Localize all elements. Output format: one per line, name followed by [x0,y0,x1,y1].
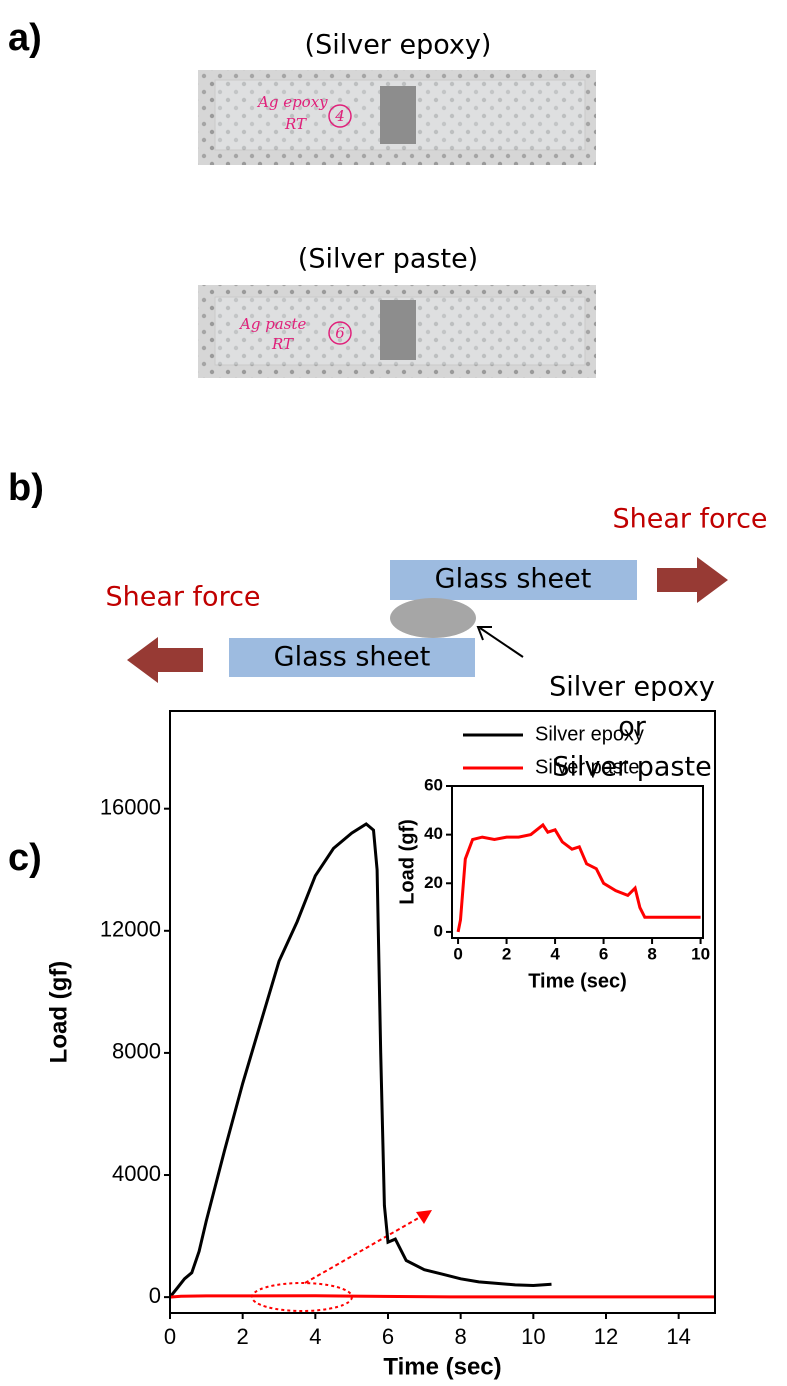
photo: Ag paste RT 6 [198,285,596,378]
handwriting: Ag paste [238,315,306,333]
x-tick-label: 10 [521,1324,545,1349]
x-tick-label: 0 [164,1324,176,1349]
annotation-arrow [305,1216,422,1283]
x-tick-label: 2 [237,1324,249,1349]
x-axis-title: Time (sec) [528,970,627,992]
force-label: Shear force [612,504,767,535]
handwriting: RT [271,335,294,353]
y-tick-label: 60 [424,775,443,794]
handwriting: 4 [334,107,345,125]
x-tick-label: 10 [691,944,710,963]
panel-label: b) [8,467,44,509]
annotation-arrow [416,1210,432,1224]
x-tick-label: 4 [550,944,560,963]
photo-caption: (Silver paste) [298,244,478,275]
photo-caption: (Silver epoxy) [305,30,492,61]
adhesive-label: Silver epoxy [549,672,715,703]
x-tick-label: 4 [309,1324,321,1349]
series-line [170,1296,715,1297]
y-tick-label: 4000 [112,1161,161,1186]
pointer [480,628,523,657]
force-arrow [127,637,203,683]
x-tick-label: 8 [647,944,656,963]
y-tick-label: 20 [424,873,443,892]
x-tick-label: 6 [382,1324,394,1349]
x-tick-label: 6 [599,944,608,963]
force-arrow [657,557,728,603]
x-axis-title: Time (sec) [383,1353,501,1380]
y-tick-label: 12000 [100,917,161,942]
inset-background [452,786,703,938]
adhesive [390,598,476,638]
legend-label: Silver epoxy [535,723,644,745]
handwriting: RT [284,115,307,133]
photo: Ag epoxy RT 4 [198,70,596,165]
force-label: Shear force [105,582,260,613]
x-tick-label: 12 [594,1324,618,1349]
panel-label: c) [8,837,42,879]
legend-label: Silver paste [535,756,640,778]
y-tick-label: 0 [149,1283,161,1308]
handwriting: Ag epoxy [256,93,328,111]
y-tick-label: 8000 [112,1039,161,1064]
x-tick-label: 0 [453,944,462,963]
y-axis-title: Load (gf) [396,819,418,905]
x-tick-label: 2 [502,944,511,963]
y-axis-title: Load (gf) [45,961,72,1064]
y-tick-label: 16000 [100,795,161,820]
handwriting: 6 [335,324,345,342]
x-tick-label: 14 [666,1324,690,1349]
sheet-label: Glass sheet [435,564,592,595]
y-tick-label: 0 [434,921,443,940]
sheet-label: Glass sheet [274,642,431,673]
panel-label: a) [8,17,42,59]
figure: a) (Silver epoxy) Ag epoxy RT 4 (Silver … [0,0,787,1386]
y-tick-label: 40 [424,824,443,843]
x-tick-label: 8 [455,1324,467,1349]
